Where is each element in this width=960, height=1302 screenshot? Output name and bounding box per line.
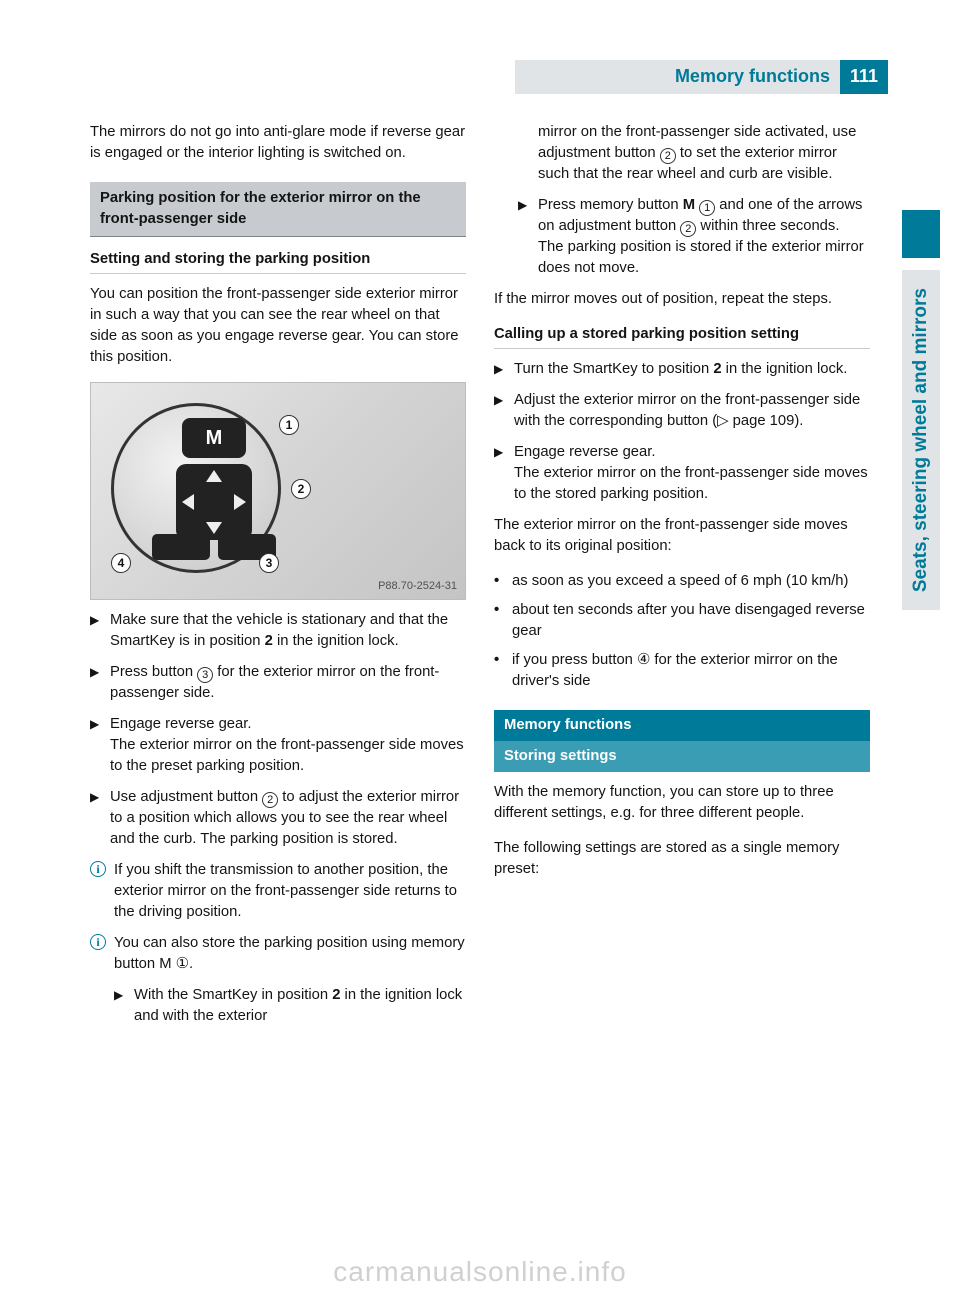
figure-callout-1: 1: [279, 415, 299, 435]
mirror-button-figure: M 1 2 3 4 P88.70-2524-31: [90, 382, 466, 600]
adjustment-pad-illustration: [176, 464, 252, 540]
arrow-down-icon: [206, 522, 222, 534]
conditions-list: • as soon as you exceed a speed of 6 mph…: [494, 571, 870, 692]
step-continuation: The parking position is stored if the ex…: [538, 239, 864, 276]
list-item: • as soon as you exceed a speed of 6 mph…: [494, 571, 870, 592]
step-text: With the SmartKey in position 2 in the i…: [134, 987, 462, 1024]
right-column: mirror on the front-passenger side activ…: [494, 122, 870, 1242]
teal-heading: Memory functions: [494, 710, 870, 741]
memory-intro-paragraph: With the memory function, you can store …: [494, 782, 870, 824]
step-arrow-icon: ▶: [90, 789, 99, 806]
list-item: • about ten seconds after you have disen…: [494, 600, 870, 642]
side-tab: Seats, steering wheel and mirrors: [902, 270, 940, 610]
info-item: i If you shift the transmission to anoth…: [90, 860, 466, 923]
info-text: You can also store the parking position …: [114, 935, 465, 972]
step-continuation: The exterior mirror on the front-passeng…: [514, 465, 868, 502]
arrow-right-icon: [234, 494, 246, 510]
step-item: ▶ Make sure that the vehicle is stationa…: [90, 610, 466, 652]
step-text: Press button 3 for the exterior mirror o…: [110, 664, 439, 701]
step-arrow-icon: ▶: [494, 444, 503, 461]
info-icon: i: [90, 934, 106, 950]
step-arrow-icon: ▶: [90, 716, 99, 733]
header-strip: Memory functions 111: [515, 60, 888, 94]
continued-nested-step: mirror on the front-passenger side activ…: [494, 122, 870, 279]
list-item: • if you press button ④ for the exterior…: [494, 650, 870, 692]
step-item: ▶ Turn the SmartKey to position 2 in the…: [494, 359, 870, 380]
nested-step: ▶ With the SmartKey in position 2 in the…: [90, 985, 466, 1027]
step-item: ▶ Use adjustment button 2 to adjust the …: [90, 787, 466, 850]
side-marker: [902, 210, 940, 258]
calling-up-steps: ▶ Turn the SmartKey to position 2 in the…: [494, 359, 870, 505]
figure-circle: M: [111, 403, 281, 573]
step-item: ▶ With the SmartKey in position 2 in the…: [114, 985, 466, 1027]
bullet-icon: •: [494, 650, 499, 671]
step-arrow-icon: ▶: [90, 612, 99, 629]
step-item: ▶ Press memory button M 1 and one of the…: [518, 195, 870, 279]
figure-callout-4: 4: [111, 553, 131, 573]
subheading-calling-up: Calling up a stored parking position set…: [494, 324, 870, 349]
list-text: as soon as you exceed a speed of 6 mph (…: [512, 573, 848, 589]
step-arrow-icon: ▶: [494, 361, 503, 378]
step-item: ▶ Engage reverse gear. The exterior mirr…: [494, 442, 870, 505]
grey-heading: Parking position for the exterior mirror…: [90, 182, 466, 237]
step-item: ▶ Adjust the exterior mirror on the fron…: [494, 390, 870, 432]
watermark: carmanualsonline.info: [0, 1252, 960, 1292]
info-text: If you shift the transmission to another…: [114, 862, 457, 920]
left-column: The mirrors do not go into anti-glare mo…: [90, 122, 466, 1242]
teal-subheading: Storing settings: [494, 741, 870, 772]
step-item-continuation: mirror on the front-passenger side activ…: [518, 122, 870, 185]
figure-illustration: M 1 2 3 4: [91, 383, 465, 599]
step-arrow-icon: ▶: [114, 987, 123, 1004]
page-number: 111: [840, 60, 888, 94]
info-icon: i: [90, 861, 106, 877]
intro-paragraph: The mirrors do not go into anti-glare mo…: [90, 122, 466, 164]
memory-m-button-illustration: M: [182, 418, 246, 458]
side-tab-label: Seats, steering wheel and mirrors: [902, 270, 941, 610]
arrow-up-icon: [206, 470, 222, 482]
step-text: Press memory button M 1 and one of the a…: [538, 197, 862, 234]
subheading-setting-storing: Setting and storing the parking position: [90, 249, 466, 274]
selector-buttons-illustration: [152, 534, 276, 560]
figure-caption: P88.70-2524-31: [378, 579, 457, 595]
info-item: i You can also store the parking positio…: [90, 933, 466, 975]
step-arrow-icon: ▶: [518, 197, 527, 214]
step-text: Engage reverse gear.: [514, 444, 656, 460]
memory-preset-paragraph: The following settings are stored as a s…: [494, 838, 870, 880]
step-item: ▶ Engage reverse gear. The exterior mirr…: [90, 714, 466, 777]
step-text: Make sure that the vehicle is stationary…: [110, 612, 448, 649]
moves-back-paragraph: The exterior mirror on the front-passeng…: [494, 515, 870, 557]
figure-callout-2: 2: [291, 479, 311, 499]
manual-page: Memory functions 111 Seats, steering whe…: [72, 60, 888, 1242]
bullet-icon: •: [494, 600, 499, 621]
step-arrow-icon: ▶: [90, 664, 99, 681]
step-text: Use adjustment button 2 to adjust the ex…: [110, 789, 459, 847]
list-text: if you press button ④ for the exterior m…: [512, 652, 838, 689]
info-notes: i If you shift the transmission to anoth…: [90, 860, 466, 975]
step-item: ▶ Press button 3 for the exterior mirror…: [90, 662, 466, 704]
repeat-paragraph: If the mirror moves out of position, rep…: [494, 289, 870, 310]
header-section-title: Memory functions: [515, 60, 840, 94]
step-continuation: The exterior mirror on the front-passeng…: [110, 737, 464, 774]
step-text: Adjust the exterior mirror on the front-…: [514, 392, 860, 429]
step-text: Turn the SmartKey to position 2 in the i…: [514, 361, 847, 377]
step-arrow-icon: ▶: [494, 392, 503, 409]
list-text: about ten seconds after you have disenga…: [512, 602, 865, 639]
step-text: mirror on the front-passenger side activ…: [538, 124, 856, 182]
figure-callout-3: 3: [259, 553, 279, 573]
bullet-icon: •: [494, 571, 499, 592]
setting-intro-paragraph: You can position the front-passenger sid…: [90, 284, 466, 368]
content-columns: The mirrors do not go into anti-glare mo…: [90, 122, 870, 1242]
setting-steps: ▶ Make sure that the vehicle is stationa…: [90, 610, 466, 850]
arrow-left-icon: [182, 494, 194, 510]
step-text: Engage reverse gear.: [110, 716, 252, 732]
